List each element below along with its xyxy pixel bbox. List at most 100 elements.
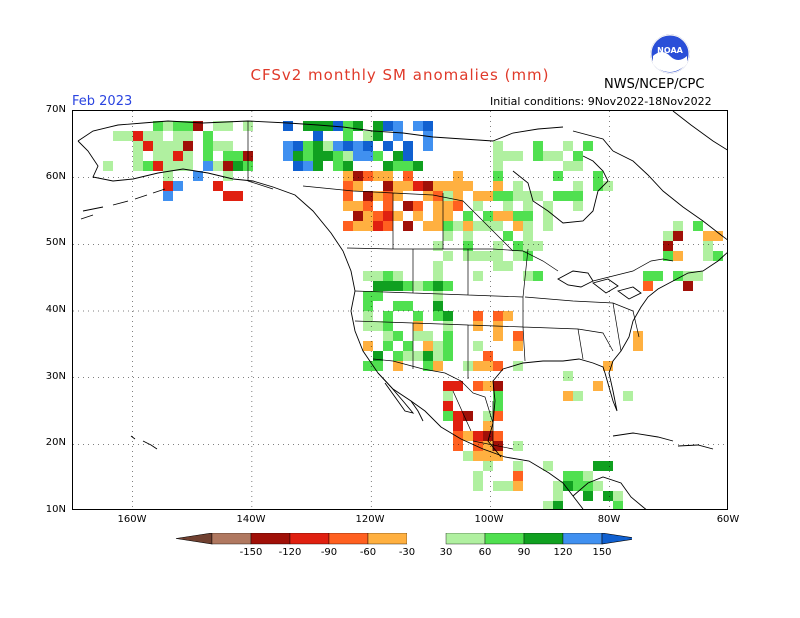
anomaly-cell [213,161,223,171]
anomaly-cell [543,201,553,211]
anomaly-cell [553,481,563,491]
anomaly-cell [363,201,373,211]
anomaly-cell [303,151,313,161]
anomaly-cell [463,181,473,191]
anomaly-cell [343,161,353,171]
anomaly-cell [183,121,193,131]
anomaly-cell [163,161,173,171]
anomaly-cell [363,131,373,141]
anomaly-cell [543,151,553,161]
anomaly-cell [333,141,343,151]
anomaly-cell [683,271,693,281]
anomaly-cell [403,351,413,361]
legend-tick-label: -90 [321,547,337,557]
anomaly-cell [403,221,413,231]
anomaly-cell [513,251,523,261]
anomaly-cell [133,141,143,151]
anomaly-cell [493,251,503,261]
anomaly-cell [573,181,583,191]
anomaly-cell [503,261,513,271]
anomaly-cell [473,271,483,281]
anomaly-cell [413,281,423,291]
anomaly-cell [603,461,613,471]
anomaly-cell [183,161,193,171]
anomaly-cell [583,481,593,491]
anomaly-cell [373,211,383,221]
anomaly-cell [363,271,373,281]
anomaly-cell [473,431,483,441]
anomaly-cell [293,161,303,171]
anomaly-cell [373,271,383,281]
anomaly-cell [443,321,453,331]
anomaly-cell [483,351,493,361]
legend-swatch [407,533,446,544]
anomaly-cell [563,161,573,171]
anomaly-cell [533,271,543,281]
anomaly-cell [513,471,523,481]
lat-label: 70N [45,104,66,115]
anomaly-cell [413,211,423,221]
anomaly-cell [513,241,523,251]
anomaly-cell [573,481,583,491]
anomaly-cell [353,211,363,221]
anomaly-cell [553,501,563,509]
anomaly-cell [443,281,453,291]
anomaly-cell [523,191,533,201]
anomaly-cell [593,481,603,491]
anomaly-cell [483,211,493,221]
anomaly-cell [223,171,233,181]
anomaly-cell [403,201,413,211]
anomaly-cell [603,361,613,371]
anomaly-cell [473,221,483,231]
anomaly-cell [453,201,463,211]
anomaly-cell [703,231,713,241]
anomaly-cell [493,151,503,161]
anomaly-cell [673,221,683,231]
anomaly-cell [433,311,443,321]
anomaly-cell [433,271,443,281]
anomaly-cell [353,221,363,231]
anomaly-cell [483,251,493,261]
anomaly-cell [343,141,353,151]
anomaly-cell [383,281,393,291]
lat-label: 30N [45,371,66,382]
anomaly-cell [683,281,693,291]
anomaly-cell [693,271,703,281]
anomaly-cell [493,411,503,421]
anomaly-cell [393,161,403,171]
anomaly-cell [603,181,613,191]
anomaly-cell [203,131,213,141]
anomaly-cell [613,491,623,501]
anomaly-cell [663,241,673,251]
anomaly-cell [163,181,173,191]
anomaly-cell [533,241,543,251]
anomaly-cell [383,331,393,341]
anomaly-cell [343,201,353,211]
anomaly-cell [383,181,393,191]
anomaly-cell [533,141,543,151]
lon-label: 120W [355,514,385,525]
anomaly-cell [313,131,323,141]
anomaly-cell [503,191,513,201]
anomaly-cell [483,191,493,201]
anomaly-cell [383,211,393,221]
anomaly-cell [503,201,513,211]
anomaly-cell [423,341,433,351]
anomaly-cell [493,361,503,371]
anomaly-cell [513,461,523,471]
anomaly-cell [703,241,713,251]
logo-text: NOAA [657,46,683,55]
coastlines [77,111,727,509]
anomaly-cell [593,171,603,181]
anomaly-cell [413,351,423,361]
anomaly-cell [203,151,213,161]
anomaly-cell [363,311,373,321]
anomaly-cell [223,141,233,151]
anomaly-cell [493,171,503,181]
noaa-logo: NOAA [650,34,690,74]
anomaly-cell [343,121,353,131]
lat-label: 40N [45,304,66,315]
anomaly-cell [543,211,553,221]
anomaly-cell [553,171,563,181]
anomaly-cell [513,191,523,201]
